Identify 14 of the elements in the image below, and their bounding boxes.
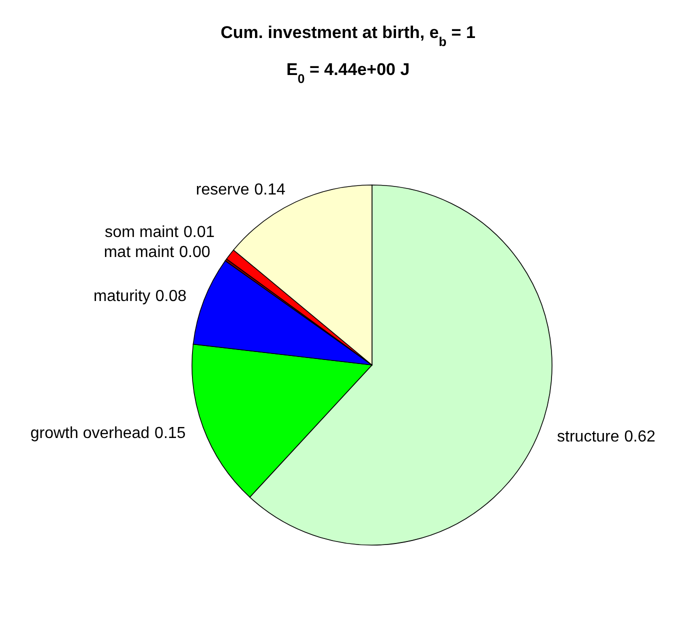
data-label: 0.14 [254,182,286,199]
slice-label: som maint [104,224,180,242]
slice-label: reserve [196,182,250,199]
data-label: 0.15 [154,425,186,442]
chart-title: Cum. investment at birth, e$_{b}$ = 1 [220,23,476,48]
data-label: 0.62 [624,428,656,446]
slice-label: maturity [93,288,150,305]
slice-label: mat maint [104,244,175,262]
data-label: 0.01 [183,224,215,242]
data-label: 0.00 [179,244,210,262]
chart-subtitle: E$_{0}$ = 4.44e+00 J [286,60,410,86]
slice-label: structure [557,428,620,446]
data-label: 0.08 [155,288,187,305]
slice-label: growth overhead [30,425,150,442]
